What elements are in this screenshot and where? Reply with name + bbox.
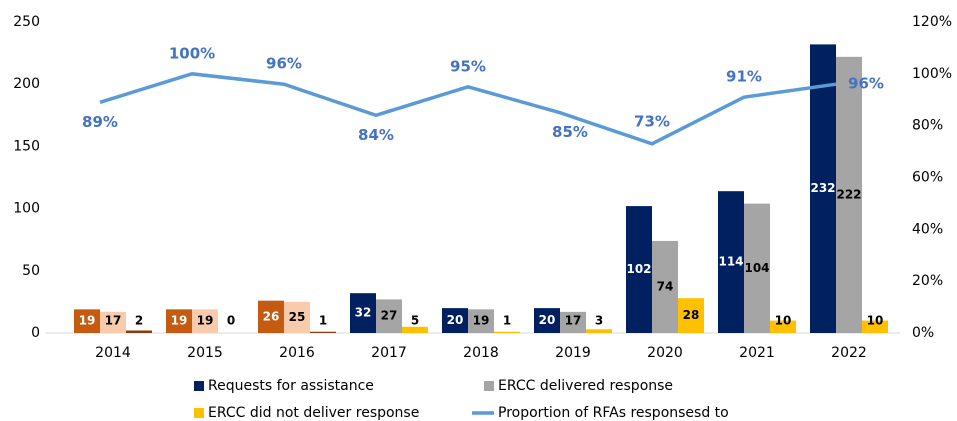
line-label: 84%	[358, 126, 394, 144]
bar	[862, 320, 888, 333]
y-tick-label: 250	[13, 14, 40, 30]
y2-tick-label: 100%	[912, 66, 952, 82]
x-tick-label: 2014	[95, 345, 131, 361]
bar	[74, 309, 100, 333]
data-label: 3	[595, 314, 603, 328]
bar	[744, 203, 770, 333]
data-label: 10	[867, 314, 884, 328]
line	[99, 72, 837, 146]
bar	[836, 56, 862, 333]
y2-tick-label: 0%	[912, 325, 934, 341]
data-label: 222	[836, 187, 861, 201]
data-label: 20	[447, 313, 464, 327]
bar	[494, 331, 520, 333]
bar	[468, 309, 494, 333]
bar	[560, 311, 586, 333]
data-label: 232	[810, 181, 835, 195]
data-label: 19	[171, 314, 188, 328]
bar	[442, 308, 468, 333]
data-label: 17	[105, 314, 122, 328]
bar	[126, 330, 152, 333]
data-label: 102	[626, 262, 651, 276]
data-label: 1	[503, 314, 511, 328]
x-tick-label: 2020	[647, 345, 683, 361]
data-label: 25	[289, 310, 306, 324]
bar	[626, 206, 652, 333]
bar	[586, 329, 612, 333]
y-tick-label: 0	[31, 325, 40, 341]
data-label: 0	[227, 314, 235, 328]
data-label: 74	[657, 279, 674, 293]
data-label: 32	[355, 306, 372, 320]
y-tick-label: 200	[13, 76, 40, 92]
legend-label: Proportion of RFAs responsesd to	[498, 405, 729, 421]
data-label: 26	[263, 309, 280, 323]
bar	[192, 309, 218, 333]
line-label: 96%	[266, 55, 302, 73]
y-tick-label: 150	[13, 138, 40, 154]
data-label: 19	[473, 314, 490, 328]
data-label: 2	[135, 314, 143, 328]
data-label: 114	[718, 255, 743, 269]
data-label: 27	[381, 309, 398, 323]
data-label: 17	[565, 314, 582, 328]
legend-swatch	[484, 381, 494, 391]
x-tick-label: 2015	[187, 345, 223, 361]
data-label: 19	[197, 314, 214, 328]
x-tick-label: 2019	[555, 345, 591, 361]
line-label: 95%	[450, 57, 486, 75]
line-label: 85%	[552, 123, 588, 141]
y2-tick-label: 40%	[912, 221, 943, 237]
x-tick-label: 2016	[279, 345, 315, 361]
bar	[310, 331, 336, 333]
bar	[770, 320, 796, 333]
bar	[166, 309, 192, 333]
bar	[678, 298, 704, 333]
bar	[376, 299, 402, 333]
legend-label: ERCC delivered response	[498, 378, 673, 394]
x-tick-label: 2021	[739, 345, 775, 361]
y-tick-label: 100	[13, 201, 40, 217]
bar	[810, 44, 836, 333]
line-label: 89%	[82, 113, 118, 131]
y2-tick-label: 80%	[912, 118, 943, 134]
bar	[718, 191, 744, 333]
bar	[402, 326, 428, 333]
legend-label: ERCC did not deliver response	[208, 405, 419, 421]
data-label: 28	[683, 308, 700, 322]
bar	[100, 311, 126, 333]
y2-tick-label: 120%	[912, 14, 952, 30]
legend-swatch	[194, 408, 204, 418]
x-tick-label: 2022	[831, 345, 867, 361]
legend-label: Requests for assistance	[208, 378, 374, 394]
bar	[258, 300, 284, 333]
data-label: 19	[79, 314, 96, 328]
y-tick-label: 50	[22, 263, 40, 279]
y2-tick-label: 60%	[912, 170, 943, 186]
data-label: 10	[775, 314, 792, 328]
bar	[652, 240, 678, 333]
line-label: 73%	[634, 112, 670, 130]
bar	[350, 293, 376, 333]
x-tick-label: 2017	[371, 345, 407, 361]
line-label: 96%	[848, 75, 884, 93]
line-label: 100%	[169, 44, 215, 62]
data-label: 5	[411, 314, 419, 328]
data-label: 1	[319, 314, 327, 328]
y2-tick-label: 20%	[912, 273, 943, 289]
bar	[534, 308, 560, 333]
legend-swatch	[194, 381, 204, 391]
data-label: 104	[744, 261, 769, 275]
x-tick-label: 2018	[463, 345, 499, 361]
line-label: 91%	[726, 68, 762, 86]
data-label: 20	[539, 313, 556, 327]
bar	[284, 301, 310, 333]
